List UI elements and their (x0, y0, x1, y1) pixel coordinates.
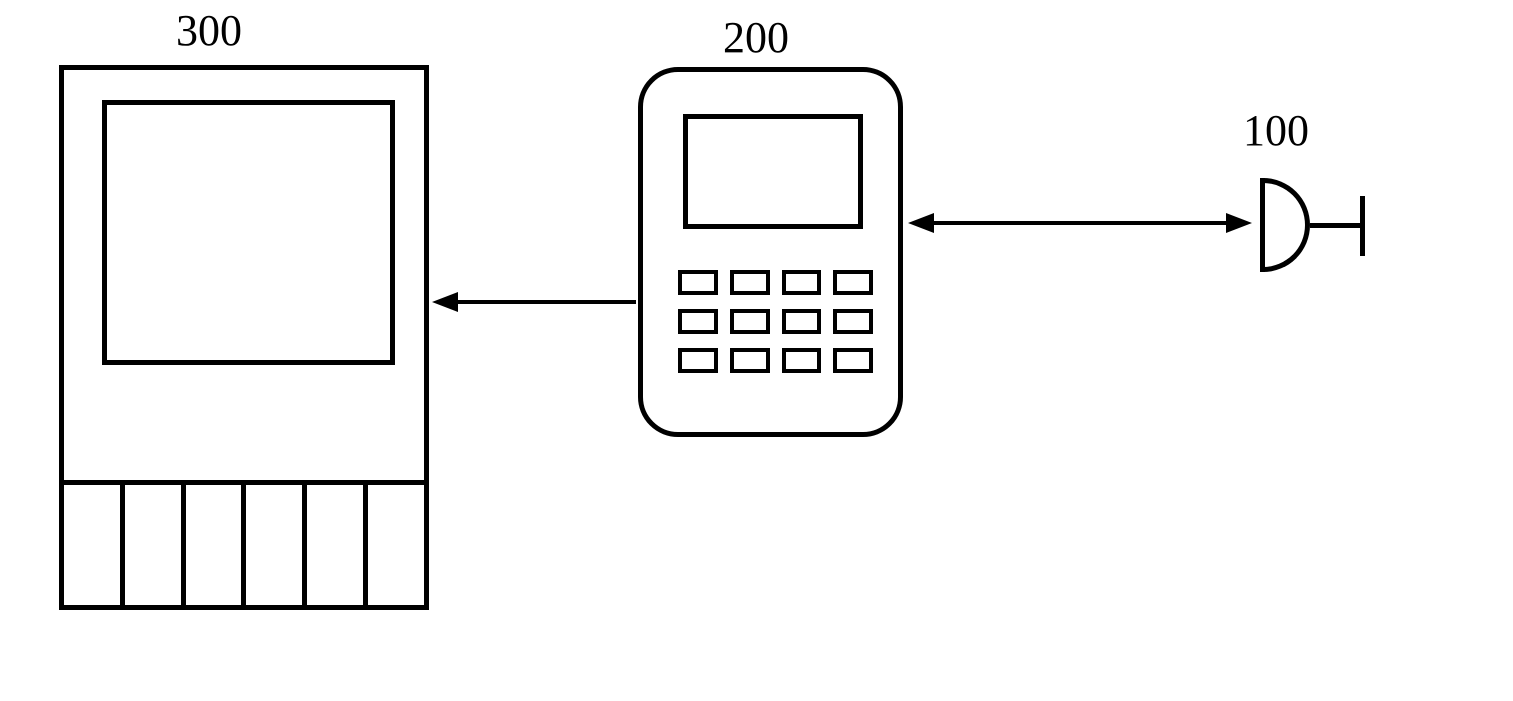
monitor-slot (368, 480, 424, 605)
phone-key (678, 309, 718, 334)
phone-key (782, 348, 822, 373)
phone-keypad (678, 270, 873, 373)
arrow-left-head-icon (908, 213, 934, 233)
phone-key (678, 348, 718, 373)
phone-key (678, 270, 718, 295)
phone-key (782, 270, 822, 295)
phone-key (782, 309, 822, 334)
monitor-slot (307, 480, 368, 605)
arrow-left-head-icon (432, 292, 458, 312)
monitor-slot (125, 480, 186, 605)
monitor-slot (64, 480, 125, 605)
sensor-bar (1360, 196, 1365, 256)
phone-key (833, 309, 873, 334)
monitor-slots (64, 480, 424, 605)
monitor-node (59, 65, 429, 610)
label-300: 300 (176, 5, 242, 56)
label-100: 100 (1243, 105, 1309, 156)
sensor-stem (1310, 223, 1364, 228)
phone-node (638, 67, 903, 437)
sensor-body (1260, 178, 1310, 272)
monitor-slot (186, 480, 247, 605)
phone-key (730, 309, 770, 334)
sensor-node (1260, 178, 1310, 272)
phone-key (833, 270, 873, 295)
phone-key (730, 270, 770, 295)
arrow-phone-monitor (456, 300, 636, 304)
arrow-phone-sensor (932, 221, 1228, 225)
monitor-slot (246, 480, 307, 605)
monitor-screen (102, 100, 395, 365)
phone-key (833, 348, 873, 373)
arrow-right-head-icon (1226, 213, 1252, 233)
label-200: 200 (723, 12, 789, 63)
phone-screen (683, 114, 863, 229)
phone-key (730, 348, 770, 373)
